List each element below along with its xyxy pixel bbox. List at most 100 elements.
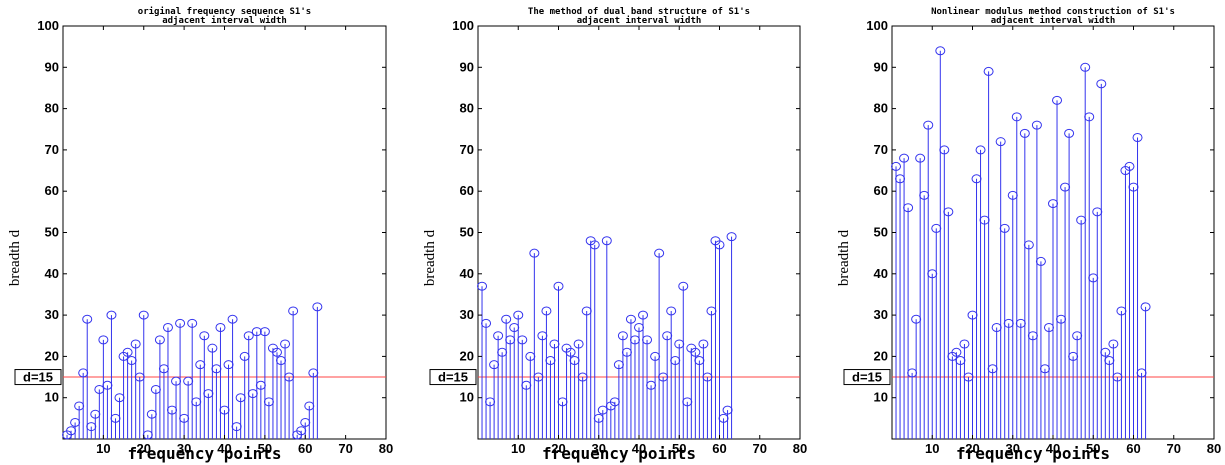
reference-label: d=15: [23, 370, 53, 385]
y-tick-label: 60: [874, 183, 888, 198]
stem-marker: [573, 339, 584, 349]
y-tick-label: 30: [874, 307, 888, 322]
stem-marker: [1052, 95, 1063, 105]
stem-marker: [98, 335, 109, 345]
y-tick-label: 90: [45, 59, 59, 74]
x-tick-label: 80: [793, 441, 807, 456]
stem-marker: [199, 331, 210, 341]
x-tick-label: 10: [96, 441, 110, 456]
x-tick-label: 60: [298, 441, 312, 456]
stem-marker: [1031, 120, 1042, 130]
y-tick-label: 70: [45, 142, 59, 157]
x-tick-label: 30: [1006, 441, 1020, 456]
stem-marker: [187, 318, 198, 328]
y-tick-label: 70: [874, 142, 888, 157]
x-tick-label: 40: [217, 441, 231, 456]
stem-marker: [726, 232, 737, 242]
stem-marker: [995, 137, 1006, 147]
x-tick-label: 70: [338, 441, 352, 456]
stem-marker: [501, 314, 512, 324]
x-tick-label: 20: [137, 441, 151, 456]
y-tick-label: 50: [460, 225, 474, 240]
stem-marker: [959, 339, 970, 349]
y-tick-label: 40: [460, 266, 474, 281]
stem-marker: [690, 347, 701, 357]
y-tick-label: 90: [460, 59, 474, 74]
stem-marker: [82, 314, 93, 324]
stem-marker: [541, 306, 552, 316]
y-tick-label: 60: [460, 183, 474, 198]
stem-marker: [122, 347, 133, 357]
y-axis-label: breadth d: [422, 229, 438, 286]
y-tick-label: 100: [866, 18, 888, 33]
y-tick-label: 100: [452, 18, 474, 33]
stem-marker: [638, 310, 649, 320]
y-tick-label: 50: [45, 225, 59, 240]
stem-marker: [106, 310, 117, 320]
stem-marker: [1124, 161, 1135, 171]
stem-marker: [280, 339, 291, 349]
x-tick-label: 20: [965, 441, 979, 456]
reference-label: d=15: [438, 370, 468, 385]
x-tick-label: 60: [1126, 441, 1140, 456]
y-tick-label: 90: [874, 59, 888, 74]
x-tick-label: 70: [1167, 441, 1181, 456]
reference-label-box: [14, 369, 62, 386]
stem-marker: [1019, 128, 1030, 138]
stem-marker: [271, 347, 282, 357]
x-tick-label: 30: [177, 441, 191, 456]
stem-marker: [243, 331, 254, 341]
stem-marker: [1108, 339, 1119, 349]
stem-marker: [935, 46, 946, 56]
reference-label-box: [429, 369, 477, 386]
y-tick-label: 10: [45, 390, 59, 405]
y-tick-label: 80: [874, 101, 888, 116]
stem-marker: [154, 335, 165, 345]
chart-title-line-2: adjacent interval width: [991, 15, 1116, 26]
stem-marker: [698, 339, 709, 349]
x-tick-label: 50: [1086, 441, 1100, 456]
stem-marker: [1096, 79, 1107, 89]
y-tick-label: 40: [45, 266, 59, 281]
x-tick-label: 10: [511, 441, 525, 456]
stem-marker: [565, 347, 576, 357]
stem-marker: [130, 339, 141, 349]
stem-marker: [939, 145, 950, 155]
stem-marker: [625, 314, 636, 324]
stem-marker: [312, 302, 323, 312]
stem-marker: [1011, 112, 1022, 122]
x-tick-label: 60: [712, 441, 726, 456]
stem-marker: [1064, 128, 1075, 138]
stem-marker: [923, 120, 934, 130]
stem-marker: [903, 203, 914, 213]
stem-marker: [589, 240, 600, 250]
y-tick-label: 70: [460, 142, 474, 157]
x-tick-label: 70: [753, 441, 767, 456]
stem-marker: [1084, 112, 1095, 122]
reference-label-box: [843, 369, 891, 386]
y-tick-label: 30: [45, 307, 59, 322]
stem-marker: [251, 327, 262, 337]
stem-marker: [1035, 256, 1046, 266]
y-tick-label: 80: [460, 101, 474, 116]
chart-title-line-1: Nonlinear modulus method construction of…: [931, 6, 1175, 17]
x-tick-label: 20: [551, 441, 565, 456]
stem-marker: [1140, 302, 1151, 312]
y-tick-label: 20: [45, 348, 59, 363]
y-tick-label: 40: [874, 266, 888, 281]
x-tick-label: 40: [632, 441, 646, 456]
chart-title-line-1: The method of dual band structure of S1'…: [528, 7, 750, 17]
stem-marker: [227, 314, 238, 324]
y-axis-label: breadth d: [836, 229, 852, 286]
stem-marker: [1023, 240, 1034, 250]
x-tick-label: 10: [925, 441, 939, 456]
chart-title-line-2: adjacent interval width: [162, 15, 287, 26]
y-tick-label: 30: [460, 307, 474, 322]
stem-marker: [617, 331, 628, 341]
stem-marker: [259, 327, 270, 337]
stem-marker: [601, 236, 612, 246]
y-tick-label: 10: [874, 390, 888, 405]
stem-marker: [1080, 62, 1091, 72]
y-tick-label: 50: [874, 225, 888, 240]
